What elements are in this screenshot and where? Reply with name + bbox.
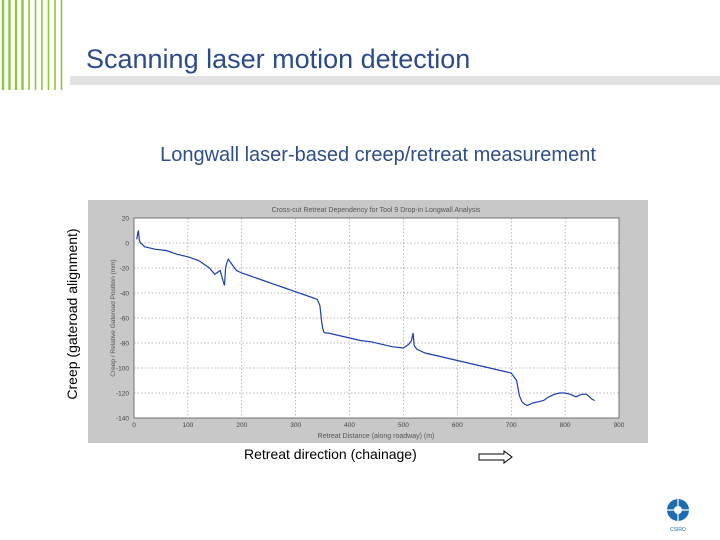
series-line xyxy=(136,230,596,407)
y-tick-label: 0 xyxy=(125,241,129,248)
decorative-pinstripes xyxy=(1,0,63,90)
x-tick-label: 0 xyxy=(132,422,136,429)
x-tick-label: 600 xyxy=(452,422,463,429)
y-tick-label: -140 xyxy=(116,416,129,423)
plot-x-label: Retreat Distance (along roadway) (m) xyxy=(318,433,435,440)
x-tick-label: 700 xyxy=(506,422,517,429)
x-tick-label: 300 xyxy=(290,422,301,429)
arrow-right-icon xyxy=(478,450,513,464)
x-tick-label: 500 xyxy=(398,422,409,429)
y-tick-label: -100 xyxy=(116,366,129,373)
x-tick-label: 900 xyxy=(614,422,625,429)
x-tick-label: 400 xyxy=(344,422,355,429)
logo-text: CSIRO xyxy=(670,527,686,533)
y-tick-labels: 20 0 -20 -40 -60 -80 -100 -120 -140 xyxy=(116,216,129,423)
y-tick-label: -40 xyxy=(120,291,130,298)
slide-title: Scanning laser motion detection xyxy=(86,44,471,74)
x-tick-label: 100 xyxy=(182,422,193,429)
chart-heading: Longwall laser-based creep/retreat measu… xyxy=(160,144,596,166)
y-tick-label: -120 xyxy=(116,391,129,398)
grid xyxy=(134,218,619,418)
y-axis-title: Creep (gateroad alignment) xyxy=(64,228,80,400)
x-tick-label: 800 xyxy=(560,422,571,429)
y-tick-label: -80 xyxy=(120,341,130,348)
plot-title: Cross-cut Retreat Dependency for Tool 9 … xyxy=(272,207,481,214)
x-tick-labels: 0 100 200 300 400 500 600 700 800 900 xyxy=(132,422,625,429)
x-tick-label: 200 xyxy=(236,422,247,429)
y-tick-label: -60 xyxy=(120,316,130,323)
header-band xyxy=(1,0,720,90)
csiro-logo: CSIRO xyxy=(667,499,689,533)
y-tick-label: 20 xyxy=(122,216,130,223)
y-tick-label: -20 xyxy=(120,266,130,273)
chart-figure: Cross-cut Retreat Dependency for Tool 9 … xyxy=(88,200,648,443)
title-underline-band xyxy=(70,76,720,85)
retreat-direction-label: Retreat direction (chainage) xyxy=(244,446,417,462)
plot-y-label: Creep / Relative Gateroad Position (mm) xyxy=(110,259,117,376)
